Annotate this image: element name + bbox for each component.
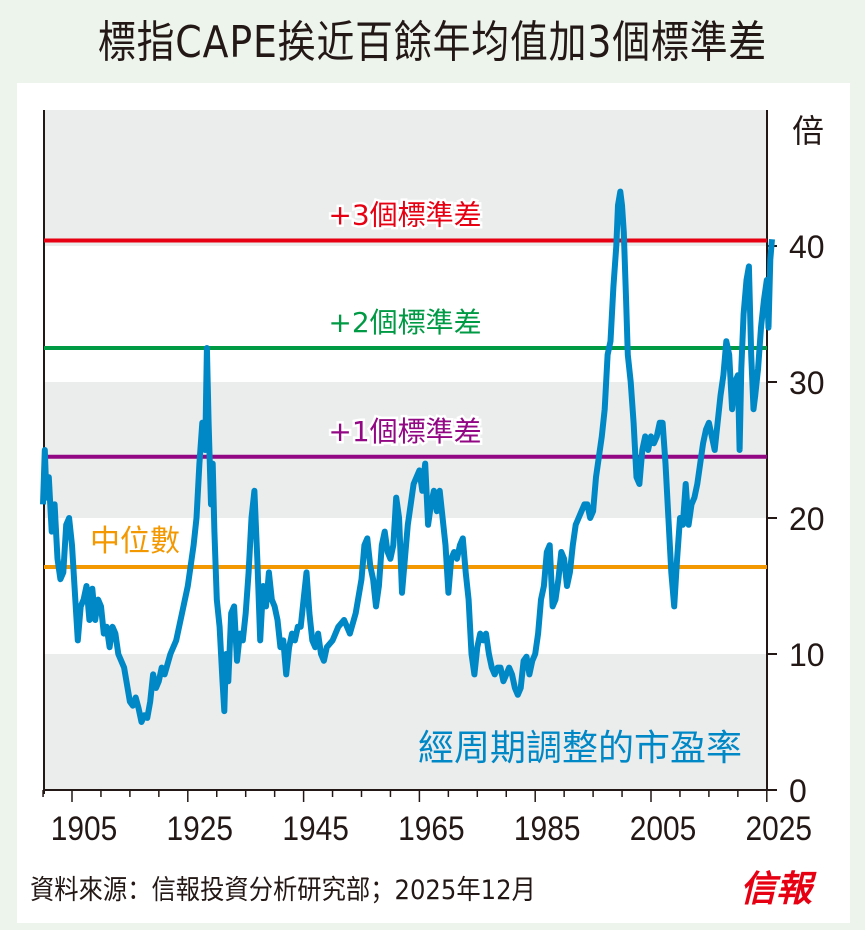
x-tick-label: 1965 — [398, 809, 465, 847]
series-label: 經周期調整的市盈率 — [418, 728, 742, 769]
y-axis-unit: 倍 — [792, 112, 824, 150]
grid-band — [44, 110, 767, 246]
reference-line-label: +3個標準差 — [328, 199, 481, 232]
x-tick-label: 2025 — [746, 809, 813, 847]
y-tick-label: 20 — [789, 501, 825, 537]
y-tick-label: 10 — [789, 637, 825, 673]
grid-band — [44, 382, 767, 518]
reference-line-label: +1個標準差 — [328, 415, 481, 448]
hkej-logo: 信報 — [740, 868, 813, 910]
x-tick-label: 1945 — [282, 809, 349, 847]
x-tick-label: 2005 — [630, 809, 697, 847]
chart-title: 標指CAPE挨近百餘年均值加3個標準差 — [97, 17, 768, 68]
source-note: 資料來源：信報投資分析研究部；2025年12月 — [30, 875, 536, 906]
x-tick-label: 1985 — [514, 809, 581, 847]
y-tick-label: 40 — [789, 229, 825, 265]
x-tick-label: 1925 — [167, 809, 234, 847]
y-tick-label: 30 — [789, 365, 825, 401]
reference-line-label: +2個標準差 — [328, 306, 481, 339]
reference-line-label: 中位數 — [90, 524, 180, 559]
cape-series-line — [40, 188, 775, 725]
x-tick-label: 1905 — [51, 809, 118, 847]
y-tick-label: 0 — [789, 773, 807, 809]
